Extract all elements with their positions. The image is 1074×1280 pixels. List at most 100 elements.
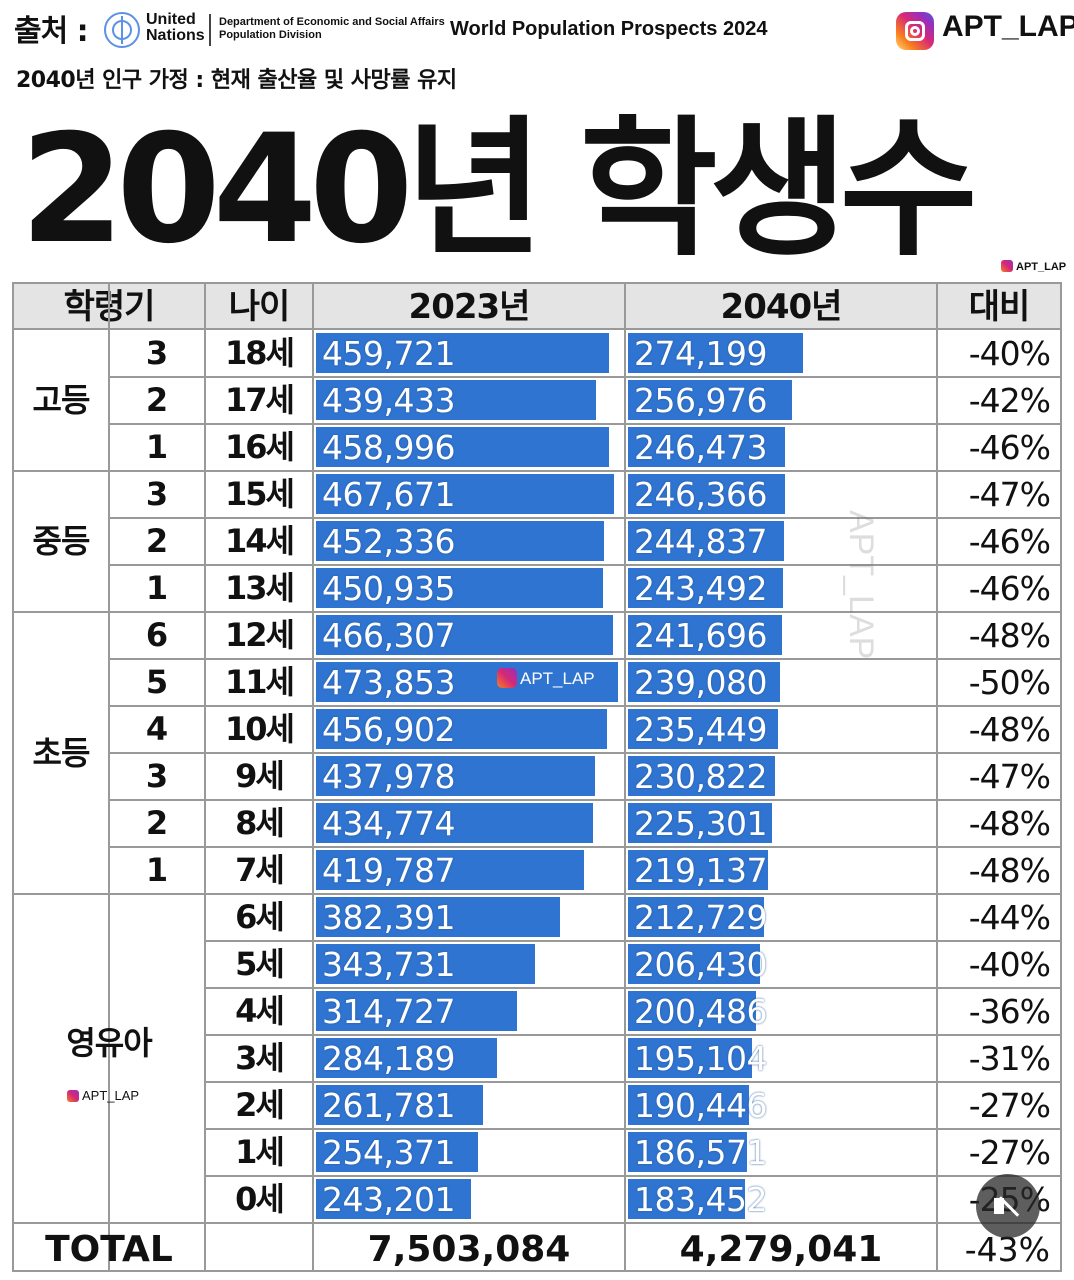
- instagram-icon: [497, 668, 517, 688]
- bar-2023: [316, 662, 619, 702]
- bar-2040: [628, 380, 792, 420]
- bar-2040-label: 235,449: [634, 710, 767, 749]
- bar-2040: [628, 756, 776, 796]
- row-divider: [110, 799, 1060, 801]
- inline-watermark: APT_LAP: [497, 668, 595, 689]
- bar-2023: [316, 427, 609, 467]
- age-cell: 12세: [225, 616, 295, 654]
- row-divider: [110, 705, 1060, 707]
- row-divider: [110, 423, 1060, 425]
- bar-2040: [628, 474, 786, 514]
- group-cell: 중등: [32, 522, 91, 560]
- group-cell: 고등: [32, 381, 91, 419]
- change-cell: -47%: [968, 757, 1051, 796]
- row-divider: [110, 564, 1060, 566]
- row-divider: [14, 611, 1060, 613]
- watermark-text: APT_LAP: [1016, 261, 1067, 273]
- bar-2040: [628, 850, 768, 890]
- bar-2040-label: 256,976: [634, 381, 767, 420]
- row-divider: [206, 1081, 1060, 1083]
- watermark-text: APT_LAP: [82, 1088, 140, 1103]
- age-cell: 3세: [235, 1039, 285, 1077]
- row-divider: [110, 517, 1060, 519]
- change-cell: -48%: [968, 710, 1051, 749]
- change-cell: -48%: [968, 804, 1051, 843]
- bar-2040-label: 239,080: [634, 663, 767, 702]
- bar-2023: [316, 333, 610, 373]
- bar-2023-label: 450,935: [322, 569, 455, 608]
- age-cell: 14세: [225, 522, 295, 560]
- bar-2023-label: 343,731: [322, 945, 455, 984]
- bar-2023: [316, 803, 594, 843]
- bar-2040-label: 206,430: [634, 945, 767, 984]
- source-label: 출처 :: [14, 14, 89, 49]
- grade-cell: 1: [145, 428, 169, 466]
- age-cell: 1세: [235, 1133, 285, 1171]
- row-divider: [206, 940, 1060, 942]
- side-watermark: APT_LAP: [67, 1088, 139, 1103]
- age-cell: 13세: [225, 569, 295, 607]
- header-change: 대비: [938, 284, 1060, 328]
- page-title: 2040년 학생수: [20, 103, 978, 277]
- age-cell: 0세: [235, 1180, 285, 1218]
- grade-cell: 2: [145, 804, 169, 842]
- instagram-handle[interactable]: APT_LAP: [942, 10, 1074, 43]
- row-divider: [110, 376, 1060, 378]
- grade-cell: 4: [145, 710, 169, 748]
- bar-2023: [316, 850, 584, 890]
- bar-2023-label: 314,727: [322, 992, 455, 1031]
- grade-cell: 3: [145, 475, 169, 513]
- report-name: World Population Prospects 2024: [450, 18, 768, 40]
- assumption-text: 2040년 인구 가정 : 현재 출산율 및 사망률 유지: [16, 68, 457, 93]
- bar-2023: [316, 944, 536, 984]
- bar-2040-label: 246,366: [634, 475, 767, 514]
- student-table: 학령기 나이 2023년 2040년 대비 3 18세 459,721 274,199…: [12, 282, 1062, 1272]
- bar-2040: [628, 1038, 753, 1078]
- bar-2023-label: 419,787: [322, 851, 455, 890]
- column-divider: [624, 284, 626, 1270]
- bar-2023: [316, 709, 608, 749]
- row-divider: [206, 987, 1060, 989]
- instagram-icon[interactable]: [896, 12, 934, 50]
- bar-2023: [316, 615, 614, 655]
- change-cell: -42%: [968, 381, 1051, 420]
- mute-icon[interactable]: [976, 1174, 1040, 1238]
- bar-2040-label: 195,104: [634, 1039, 767, 1078]
- header-divider: [14, 328, 1060, 330]
- age-cell: 8세: [235, 804, 285, 842]
- change-cell: -44%: [968, 898, 1051, 937]
- bar-2023: [316, 1132, 479, 1172]
- bar-2040-label: 212,729: [634, 898, 767, 937]
- bar-2023-label: 467,671: [322, 475, 455, 514]
- bar-2023-label: 243,201: [322, 1180, 455, 1219]
- change-cell: -31%: [968, 1039, 1051, 1078]
- group-cell: 영유아: [66, 1024, 152, 1062]
- un-emblem-icon: [104, 12, 140, 48]
- grade-cell: 2: [145, 381, 169, 419]
- change-cell: -27%: [968, 1133, 1051, 1172]
- change-cell: -50%: [968, 663, 1051, 702]
- age-cell: 6세: [235, 898, 285, 936]
- bar-2040-label: 230,822: [634, 757, 767, 796]
- bar-2023: [316, 380, 597, 420]
- age-cell: 17세: [225, 381, 295, 419]
- column-divider: [204, 284, 206, 1270]
- change-cell: -46%: [968, 569, 1051, 608]
- grade-cell: 3: [145, 757, 169, 795]
- bar-2040-label: 200,486: [634, 992, 767, 1031]
- age-cell: 2세: [235, 1086, 285, 1124]
- row-divider: [110, 846, 1060, 848]
- bar-2023: [316, 1085, 483, 1125]
- grade-cell: 6: [145, 616, 169, 654]
- column-divider: [108, 284, 110, 1270]
- bar-2040-label: 186,571: [634, 1133, 767, 1172]
- bar-2040: [628, 1132, 747, 1172]
- bar-2040-label: 219,137: [634, 851, 767, 890]
- bar-2040-label: 190,446: [634, 1086, 767, 1125]
- bar-2023-label: 382,391: [322, 898, 455, 937]
- bar-2023: [316, 474, 615, 514]
- row-divider: [110, 658, 1060, 660]
- header-2040: 2040년: [626, 284, 936, 328]
- group-cell: 초등: [32, 734, 91, 772]
- total-2023: 7,503,084: [367, 1229, 571, 1270]
